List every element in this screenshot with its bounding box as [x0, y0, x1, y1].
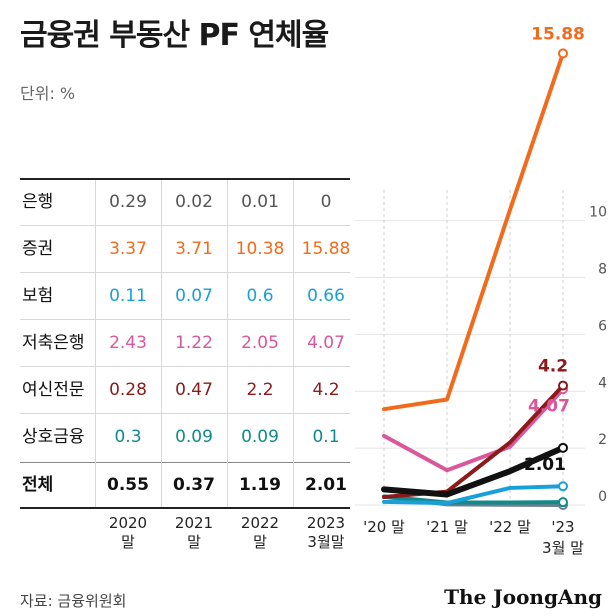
column-header-year: 2022	[240, 514, 280, 532]
column-header-suffix: 말	[253, 533, 267, 551]
series-line	[382, 387, 565, 473]
column-header-2021: 2021 말	[161, 514, 227, 552]
table-cell: 0.37	[173, 475, 215, 495]
table-cell: 0.29	[109, 192, 147, 212]
column-divider	[227, 180, 228, 507]
x-tick-label: '23	[551, 518, 574, 536]
total-row-rule	[20, 462, 350, 463]
column-header-suffix: 말	[187, 533, 201, 551]
table-bottom-rule	[20, 507, 350, 509]
x-tick-label: 3월 말	[542, 539, 584, 557]
data-label: 4.2	[538, 357, 568, 377]
table-cell: 1.19	[239, 475, 281, 495]
series-end-point	[558, 497, 568, 508]
column-header-2023: 2023 3월말	[293, 514, 359, 552]
series-line	[382, 484, 565, 506]
row-divider	[20, 413, 350, 414]
y-tick-label: 6	[598, 318, 607, 334]
chart-title: 금융권 부동산 PF 연체율	[20, 18, 329, 53]
table-cell: 3.37	[109, 239, 147, 259]
row-label: 증권	[22, 239, 54, 259]
y-tick-label: 2	[598, 432, 607, 448]
table-cell: 15.88	[301, 239, 351, 259]
row-label: 보험	[22, 286, 54, 306]
source-note: 자료: 금융위원회	[20, 592, 127, 610]
table-cell: 0.47	[175, 380, 213, 400]
table-top-rule	[20, 178, 350, 180]
data-label: 15.88	[531, 24, 585, 44]
row-label: 여신전문	[22, 380, 85, 400]
row-divider	[20, 366, 350, 367]
series-end-point	[558, 48, 568, 59]
table-cell: 2.43	[109, 333, 147, 353]
table-cell: 3.71	[175, 239, 213, 259]
table-cell: 0.01	[241, 192, 279, 212]
table-cell: 0	[320, 192, 332, 212]
line-chart: 0 2 4 6 8 10 '20 말 '21 말 '22 말 '23 3월 말 15.88 4.2 4.0…	[355, 24, 607, 557]
x-tick-label: '20 말	[363, 518, 405, 536]
table-cell: 4.2	[312, 380, 340, 400]
series-end-point	[558, 380, 568, 391]
table-cell: 2.05	[241, 333, 279, 353]
column-header-suffix: 3월말	[307, 533, 345, 551]
table-cell: 0.28	[109, 380, 147, 400]
row-label: 저축은행	[22, 333, 85, 353]
row-divider	[20, 225, 350, 226]
column-divider	[293, 180, 294, 507]
table-cell: 0.11	[109, 286, 147, 306]
brand-logo: The JoongAng	[444, 585, 602, 609]
row-divider	[20, 272, 350, 273]
table-cell: 2.01	[305, 475, 347, 495]
table-cell: 0.66	[307, 286, 345, 306]
table-cell: 4.07	[307, 333, 345, 353]
column-header-year: 2023	[306, 514, 346, 532]
table-cell: 0.1	[312, 427, 340, 447]
series-end-point	[558, 442, 568, 453]
series-line	[381, 444, 566, 498]
data-label: 4.07	[528, 396, 570, 416]
x-tick-label: '22 말	[489, 518, 531, 536]
column-divider	[95, 180, 96, 507]
y-tick-label: 4	[598, 375, 607, 391]
x-tick-label: '21 말	[426, 518, 468, 536]
row-divider	[20, 319, 350, 320]
table-cell: 2.2	[246, 380, 274, 400]
y-tick-label: 0	[598, 489, 607, 505]
series-end-point	[558, 481, 568, 492]
column-header-2022: 2022 말	[227, 514, 293, 552]
row-label: 상호금융	[22, 427, 85, 447]
unit-label: 단위: %	[20, 84, 76, 103]
table-cell: 1.22	[175, 333, 213, 353]
table-cell: 0.3	[114, 427, 142, 447]
y-tick-label: 8	[598, 262, 607, 278]
row-label: 전체	[22, 475, 54, 495]
table-cell: 0.09	[241, 427, 279, 447]
series-line	[382, 494, 565, 505]
table-cell: 0.02	[175, 192, 213, 212]
column-header-suffix: 말	[121, 533, 135, 551]
data-label: 2.01	[524, 455, 566, 475]
table-cell: 0.55	[107, 475, 149, 495]
table-cell: 0.07	[175, 286, 213, 306]
table-cell: 0.6	[246, 286, 274, 306]
column-header-2020: 2020 말	[95, 514, 161, 552]
row-label: 은행	[22, 192, 54, 212]
table-cell: 10.38	[235, 239, 285, 259]
series-line	[382, 51, 565, 412]
column-header-year: 2020	[108, 514, 148, 532]
column-header-year: 2021	[174, 514, 214, 532]
y-tick-label: 10	[589, 205, 607, 221]
table-cell: 0.09	[175, 427, 213, 447]
column-divider	[161, 180, 162, 507]
